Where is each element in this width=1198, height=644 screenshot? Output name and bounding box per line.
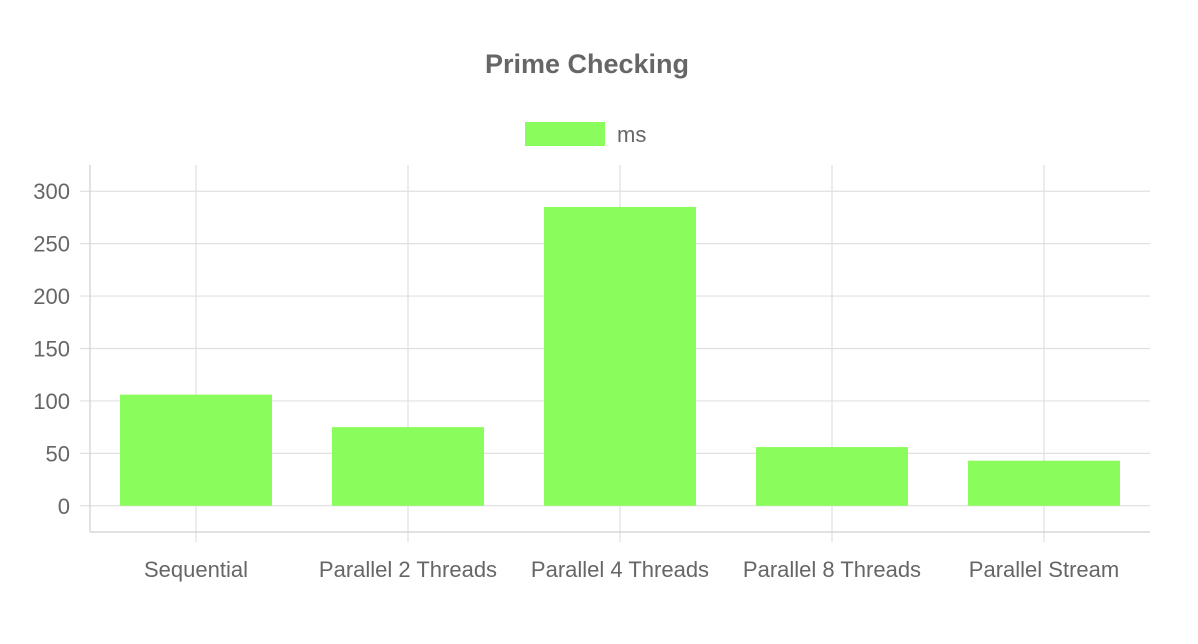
legend-label: ms: [617, 122, 646, 147]
x-tick-label: Parallel 8 Threads: [743, 557, 921, 582]
y-tick-label: 0: [58, 494, 70, 519]
legend[interactable]: ms: [525, 122, 646, 147]
y-tick-label: 200: [33, 284, 70, 309]
x-tick-label: Parallel Stream: [969, 557, 1119, 582]
x-tick-label: Parallel 4 Threads: [531, 557, 709, 582]
y-tick-label: 300: [33, 179, 70, 204]
chart-title: Prime Checking: [485, 49, 689, 79]
y-tick-label: 150: [33, 337, 70, 362]
legend-swatch: [525, 122, 605, 146]
bar-sequential[interactable]: [120, 394, 272, 506]
bar-parallel-8-threads[interactable]: [756, 447, 908, 506]
axes: 0 50 100 150 200 250 300 Sequential Parallel 2 T…: [33, 165, 1150, 582]
x-tick-label: Parallel 2 Threads: [319, 557, 497, 582]
x-tick-label: Sequential: [144, 557, 248, 582]
bar-parallel-2-threads[interactable]: [332, 427, 484, 506]
y-tick-label: 50: [46, 441, 70, 466]
bar-parallel-4-threads[interactable]: [544, 206, 696, 506]
y-tick-label: 100: [33, 389, 70, 414]
bar-parallel-stream[interactable]: [968, 460, 1120, 506]
bars: [120, 206, 1120, 506]
y-tick-label: 250: [33, 232, 70, 257]
